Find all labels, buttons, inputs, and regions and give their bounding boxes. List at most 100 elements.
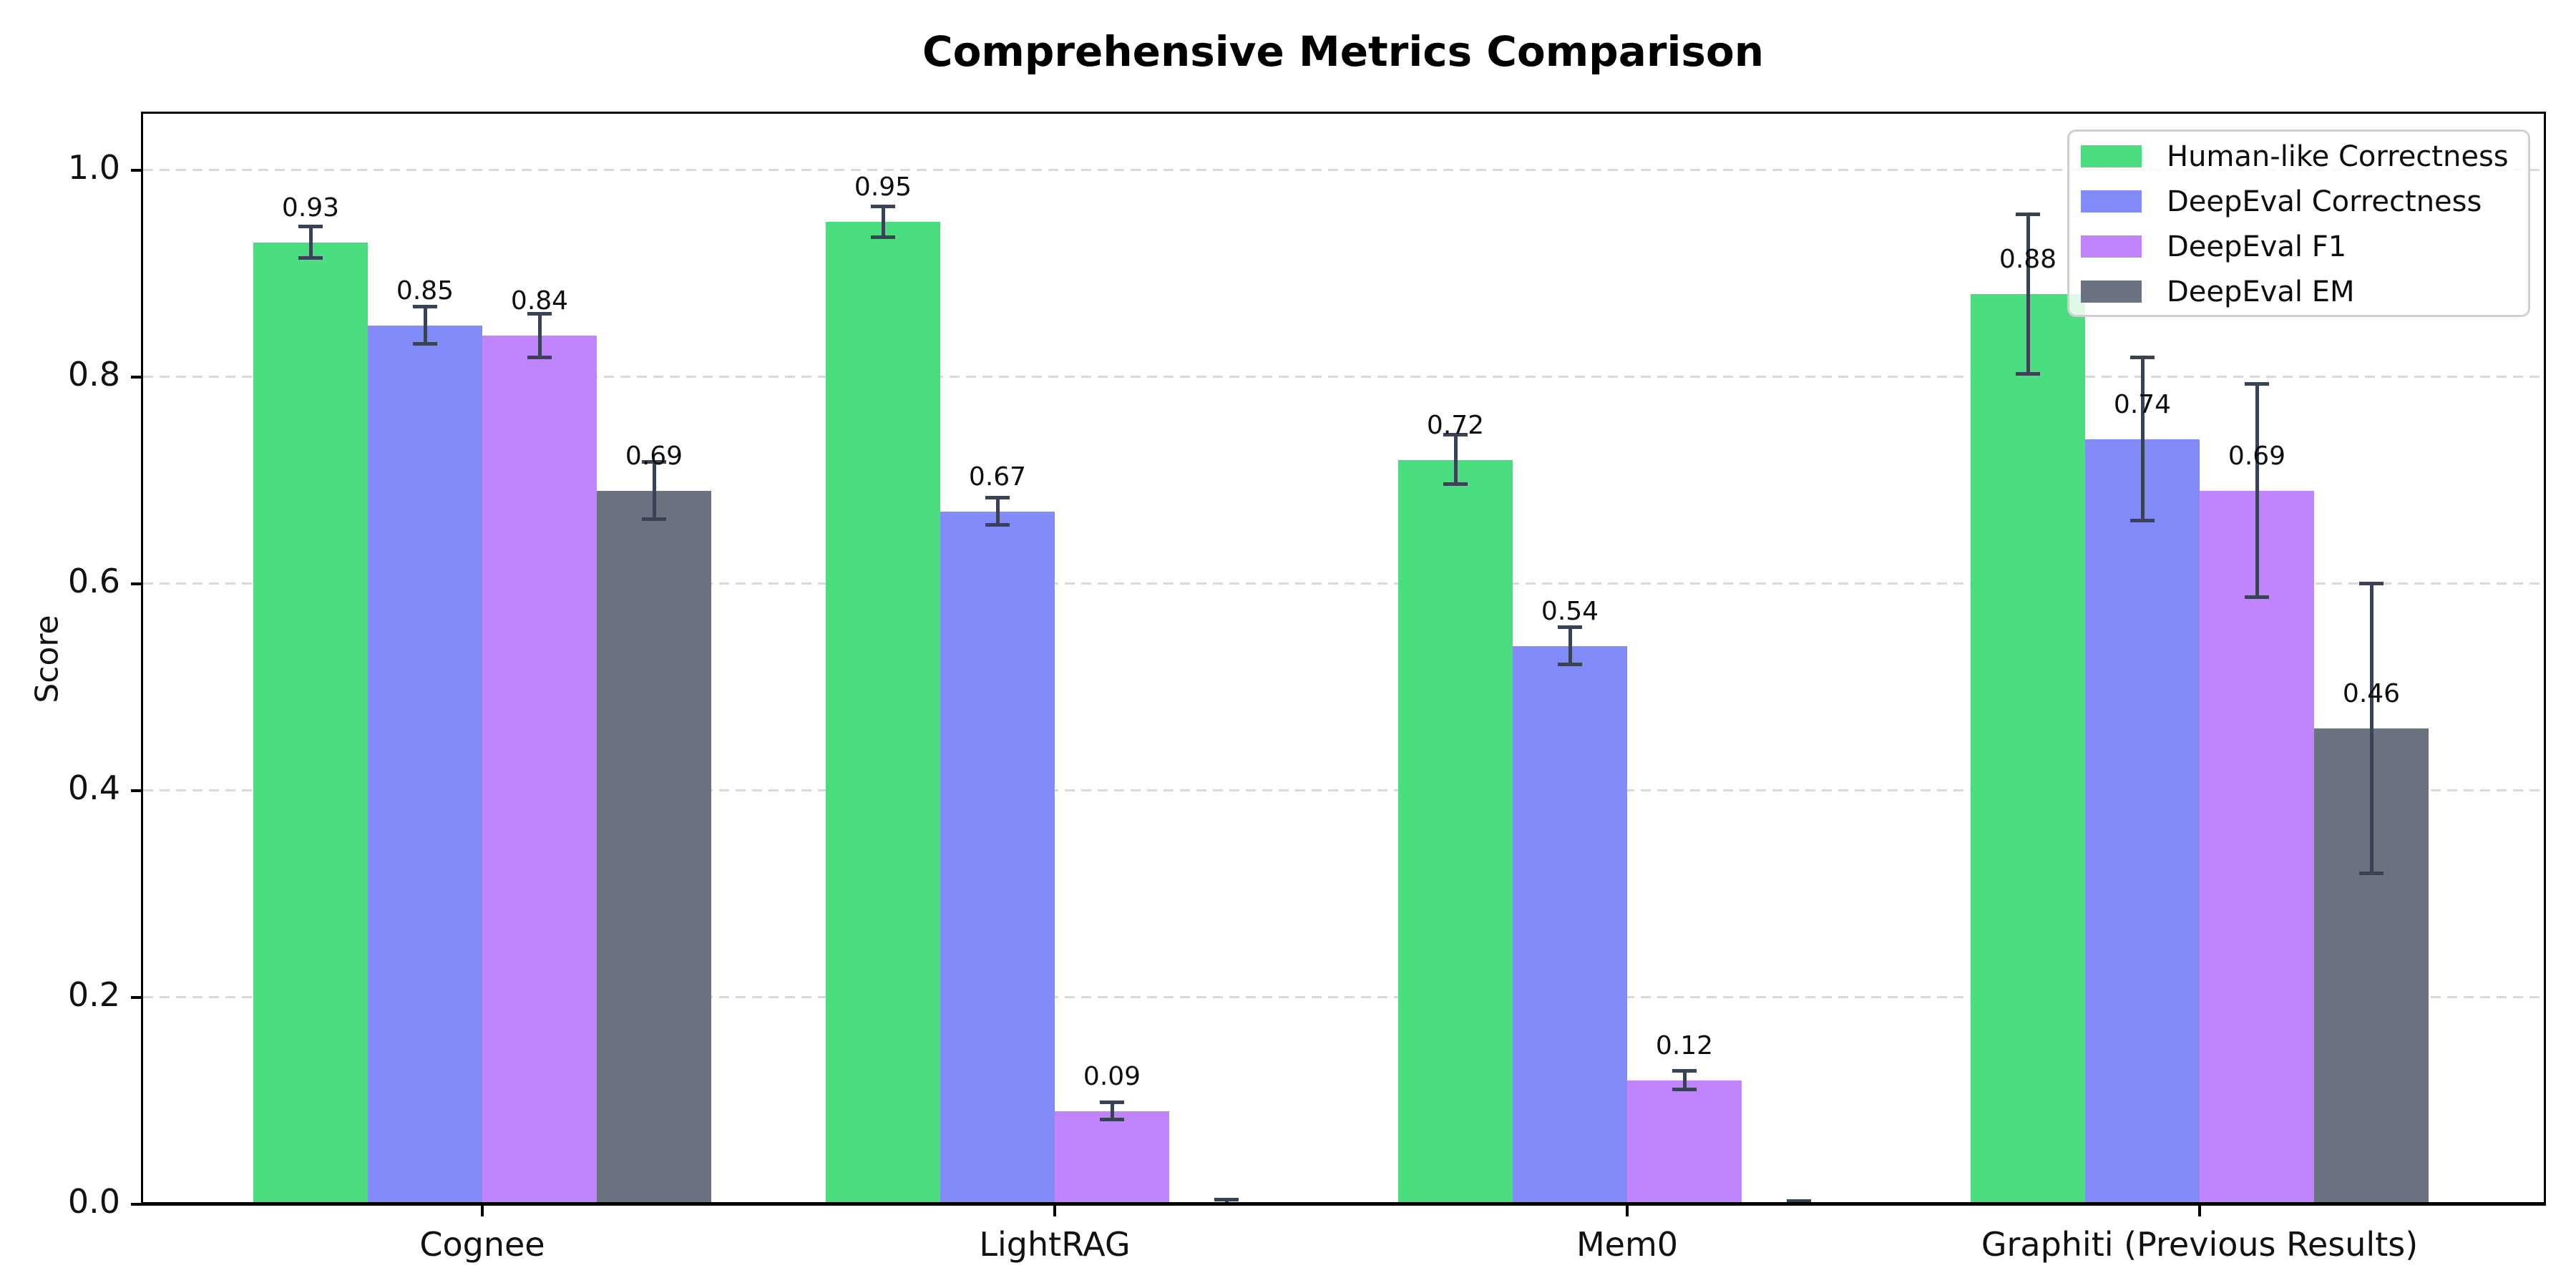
bar [368,326,482,1204]
legend-item: DeepEval Correctness [2069,179,2528,224]
y-tick-mark [131,996,143,999]
y-tick-mark [131,789,143,792]
error-bar [1454,434,1458,485]
error-bar-cap [1100,1101,1124,1105]
error-bar [1111,1103,1114,1120]
error-bar [996,498,1000,525]
plot-area: 0.0 0.2 0.4 0.6 0.8 1.0 0.93 0.95 0.72 0.88 0.85 0.… [68,112,2546,1221]
bar-value-label: 0.93 [281,193,340,223]
error-bar-cap [642,459,666,464]
error-bar-cap [2359,871,2384,875]
bar [253,243,368,1204]
bar-value-label: 0.54 [1541,597,1599,626]
error-bar-cap [2130,355,2155,359]
bar-value-label: 0.85 [396,276,454,306]
error-bar-cap [2016,371,2040,376]
error-bar-cap [2245,382,2269,386]
error-bar-cap [2245,595,2269,599]
bar-value-label: 0.72 [1426,411,1485,440]
axis-spine-left [141,114,143,1204]
bar-value-label: 0.67 [968,462,1027,492]
error-bar-cap [642,517,666,522]
x-tick-mark [481,1204,484,1216]
legend-item: DeepEval F1 [2069,224,2528,269]
error-bar-cap [1214,1198,1239,1202]
bar [1398,460,1513,1204]
error-bar-cap [985,522,1010,527]
y-tick-mark [131,582,143,585]
bar [597,491,711,1204]
bar-value-label: 0.46 [2342,679,2401,708]
bar-value-label: 0.09 [1083,1062,1141,1091]
legend-label: DeepEval EM [2167,275,2355,308]
error-bar-cap [1672,1068,1697,1073]
legend-swatch-icon [2081,235,2142,258]
gridline [143,376,2544,378]
bar [1627,1080,1742,1204]
error-bar-cap [1443,432,1468,436]
bar [2085,439,2200,1204]
bar-value-label: 0.84 [510,286,569,316]
legend-item: DeepEval EM [2069,269,2528,314]
axis-spine-right [2544,114,2546,1204]
gridline [143,582,2544,585]
bar [1513,646,1627,1204]
axis-spine-bottom [141,1202,2546,1206]
bar-value-label: 0.69 [2228,441,2286,471]
x-tick-label: Cognee [419,1225,545,1264]
legend-swatch-icon [2081,280,2142,303]
error-bar [1568,627,1572,665]
error-bar-cap [1443,482,1468,487]
error-bar [882,206,885,238]
error-bar-cap [871,235,895,239]
y-tick-label: 0.4 [67,769,120,807]
bar-value-label: 0.88 [1999,245,2057,274]
legend-swatch-icon [2081,145,2142,167]
error-bar-cap [1787,1199,1811,1203]
x-tick-mark [2198,1204,2201,1216]
error-bar-cap [2359,582,2384,585]
bar [1971,294,2085,1204]
error-bar-cap [871,204,895,208]
error-bar-cap [1100,1117,1124,1121]
error-bar-cap [527,311,552,316]
y-tick-label: 0.0 [67,1182,120,1221]
gridline [143,789,2544,791]
legend: Human-like Correctness DeepEval Correctne… [2067,130,2530,317]
error-bar [2370,584,2373,874]
error-bar-cap [1558,662,1582,666]
bar [1055,1111,1169,1204]
error-bar [309,227,313,258]
error-bar-cap [985,496,1010,500]
bar-value-label: 0.95 [854,172,912,202]
error-bar-cap [298,225,323,229]
y-tick-mark [131,1203,143,1206]
error-bar [1683,1070,1687,1090]
x-tick-mark [1053,1204,1056,1216]
error-bar-cap [527,355,552,359]
error-bar-cap [413,304,437,308]
y-axis-label: Score [29,615,66,703]
y-tick-label: 1.0 [67,148,120,187]
legend-label: DeepEval F1 [2167,230,2347,263]
x-tick-label: Graphiti (Previous Results) [1981,1225,2419,1264]
x-tick-label: Mem0 [1576,1225,1679,1264]
error-bar [2026,215,2030,374]
chart-title: Comprehensive Metrics Comparison [922,27,1764,76]
error-bar-cap [1558,625,1582,629]
x-tick-label: LightRAG [979,1225,1131,1264]
error-bar [653,462,656,520]
error-bar [424,306,427,344]
legend-swatch-icon [2081,190,2142,213]
error-bar-cap [298,255,323,260]
error-bar [2255,384,2259,597]
y-tick-mark [131,169,143,172]
y-tick-label: 0.8 [67,355,120,394]
bar [940,512,1055,1204]
bar-value-label: 0.74 [2113,390,2172,419]
gridline [143,169,2544,171]
bar [826,222,940,1204]
y-tick-label: 0.2 [67,975,120,1014]
gridline [143,996,2544,998]
